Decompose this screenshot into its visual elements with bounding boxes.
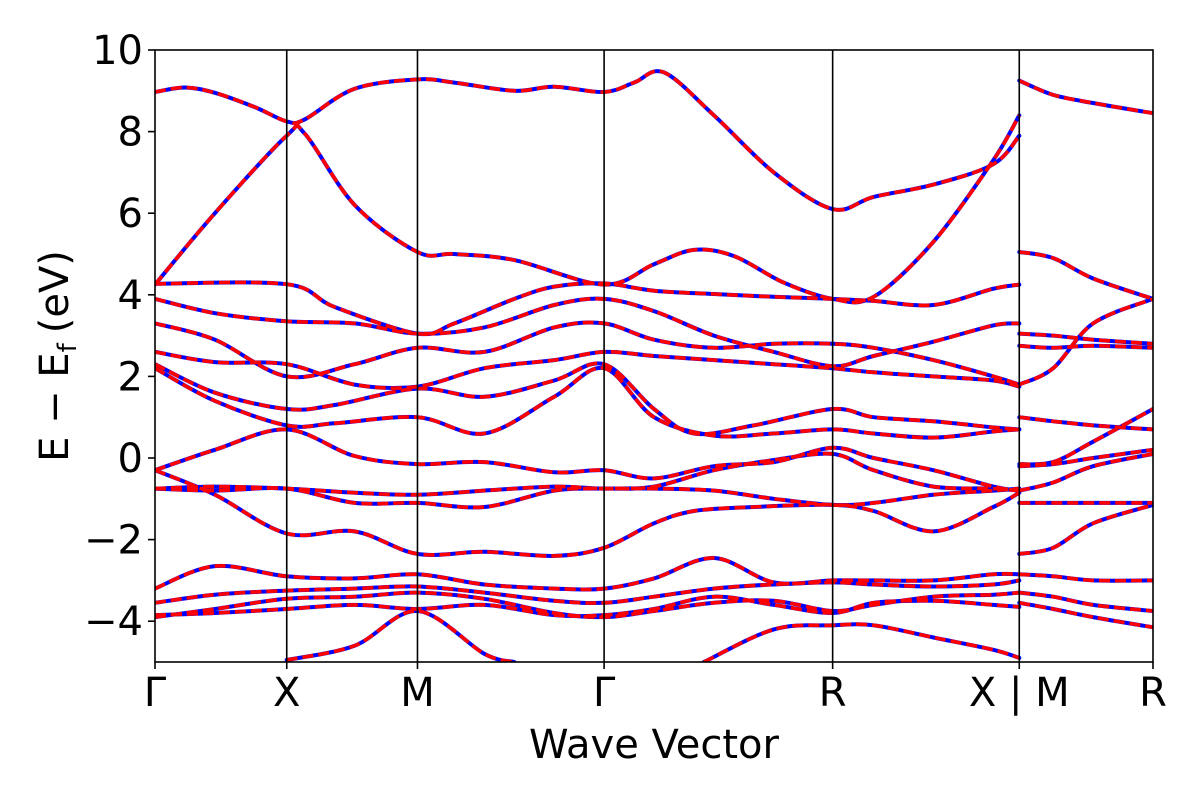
band-solid-10: [155, 468, 1022, 558]
y-tick-label-5: 6: [118, 191, 143, 237]
x-tick-label-0: Γ: [144, 670, 167, 716]
x-tick-label-6: R: [1139, 670, 1167, 716]
band-dashed-15: [155, 594, 1020, 618]
band-dashed-0: [155, 69, 1021, 212]
plot-frame: [154, 49, 1154, 663]
y-ticks: −4 −2 0 2 4 6 8 10: [84, 28, 155, 645]
band-dashed-3: [155, 296, 1020, 369]
band-solid-11: [155, 486, 1022, 510]
band-dashed-2: [155, 280, 1020, 336]
band-dashed-1: [155, 114, 1021, 305]
kpoint-lines: [285, 50, 1021, 662]
band-dashed-28: [1018, 503, 1153, 556]
band-solid-1: [155, 113, 1022, 305]
band-solid-14: [155, 590, 1022, 620]
y-axis-label-sub: f: [53, 342, 83, 352]
y-tick-label-7: 10: [92, 28, 143, 74]
band-dashed-4: [155, 320, 1020, 387]
band-dashed-22: [1018, 297, 1153, 387]
band-dashed-26: [1018, 452, 1153, 493]
band-solid-7: [155, 365, 1022, 440]
y-tick-label-0: −4: [84, 599, 143, 645]
band-solid-17: [701, 622, 1022, 662]
y-tick-label-6: 8: [118, 110, 143, 156]
band-solid-5: [155, 349, 1022, 391]
band-dashed-10: [155, 468, 1021, 558]
band-solid-6: [155, 361, 1022, 437]
band-dashed-24: [1019, 407, 1153, 467]
y-axis-label-unit: (eV): [32, 250, 78, 333]
x-tick-label-5: X | M: [969, 670, 1070, 716]
x-tick-label-3: Γ: [593, 670, 616, 716]
band-dashed-19: [1018, 250, 1153, 301]
band-dashed-14: [155, 590, 1020, 619]
band-solid-2: [155, 280, 1022, 337]
x-tick-label-1: X: [273, 670, 300, 716]
y-tick-label-2: 0: [118, 436, 143, 482]
band-dashed-7: [155, 366, 1020, 440]
x-ticks: Γ X M Γ R X | M R: [144, 662, 1167, 716]
x-tick-label-4: R: [819, 670, 847, 716]
band-dashed-16: [286, 609, 515, 662]
band-dashed-29: [1019, 572, 1153, 583]
band-dashed-20: [1019, 331, 1153, 346]
band-dashed-5: [155, 350, 1020, 390]
band-dashed-18: [1018, 78, 1153, 115]
y-tick-label-4: 4: [118, 273, 143, 319]
band-dashed-13: [155, 578, 1020, 605]
y-axis-label-main: E − E: [32, 352, 78, 462]
band-dashed-21: [1019, 344, 1153, 350]
y-axis-label: E − Ef (eV): [32, 250, 83, 462]
band-dashed-23: [1019, 415, 1153, 432]
y-tick-label-3: 2: [118, 354, 143, 400]
x-tick-label-2: M: [400, 670, 435, 716]
band-dashed-8: [155, 427, 1020, 493]
bands-layer: [155, 69, 1153, 662]
y-tick-label-1: −2: [84, 518, 143, 564]
band-dashed-30: [1019, 590, 1153, 613]
band-dashed-17: [703, 622, 1020, 662]
band-dashed-25: [1019, 448, 1153, 468]
band-dashed-11: [155, 486, 1020, 510]
x-axis-label: Wave Vector: [529, 722, 780, 768]
band-dashed-12: [155, 556, 1020, 592]
band-dashed-31: [1018, 601, 1153, 630]
band-solid-3: [155, 296, 1022, 369]
